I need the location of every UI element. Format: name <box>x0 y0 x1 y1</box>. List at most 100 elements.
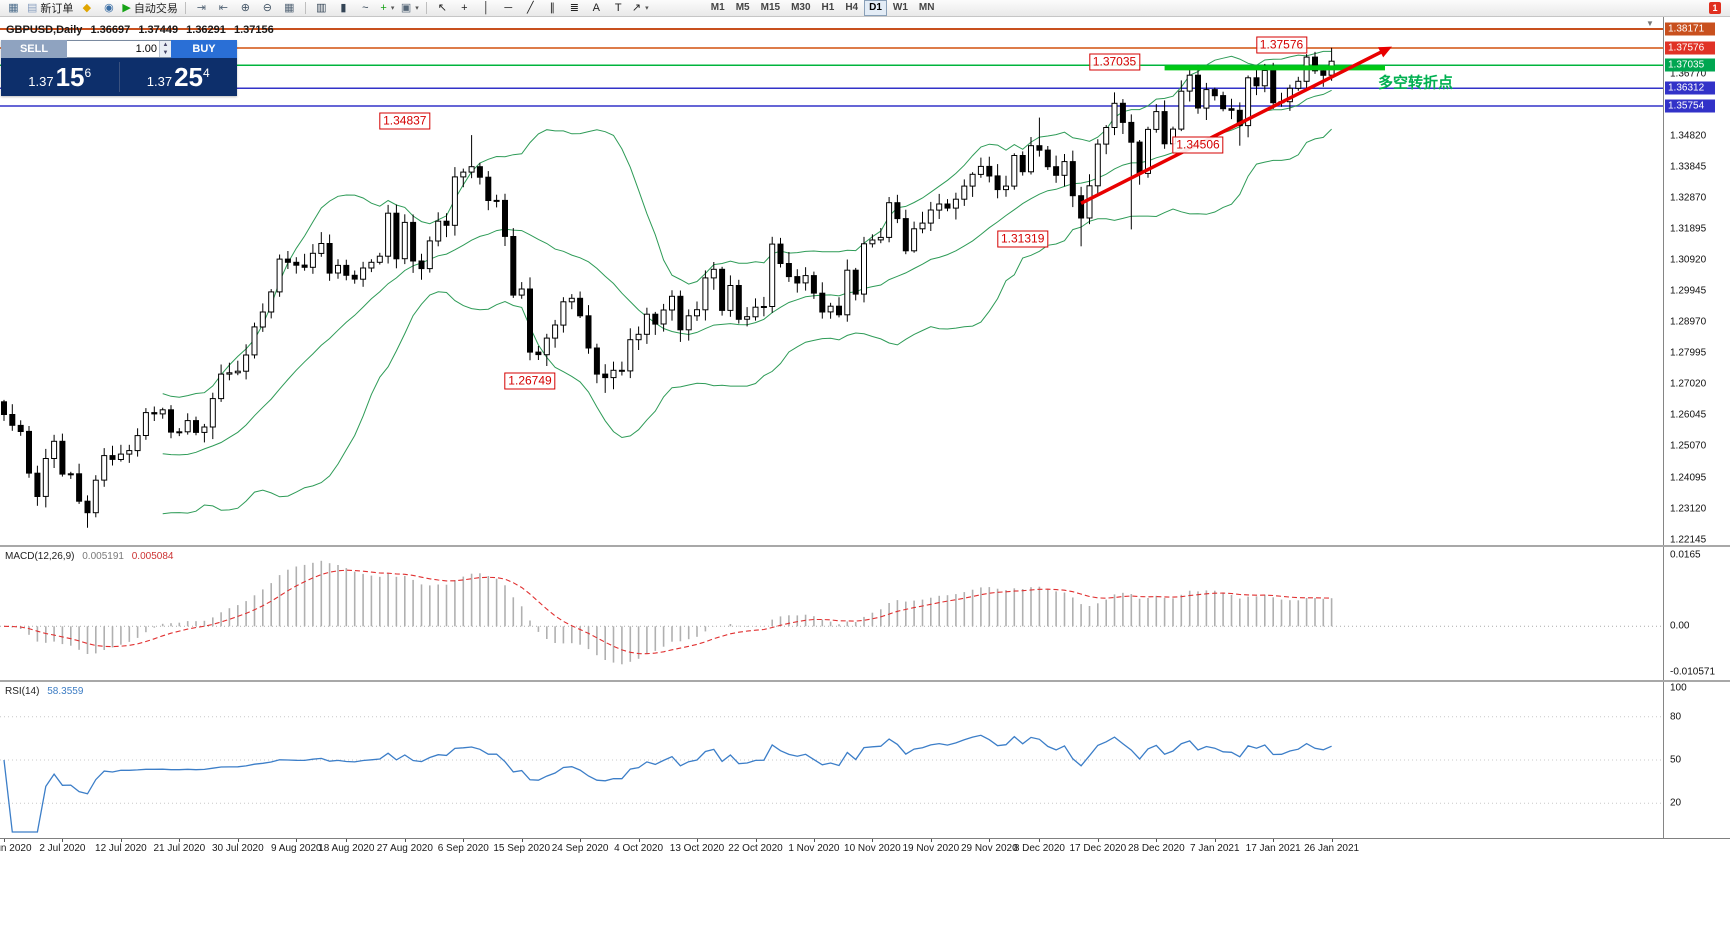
chevron-down-icon[interactable]: ▾ <box>645 5 649 12</box>
timeframe-mn[interactable]: MN <box>918 2 935 13</box>
favorites-icon[interactable]: ◆ <box>76 1 97 16</box>
time-axis-label: 9 Aug 2020 <box>270 843 322 854</box>
crosshair-button[interactable]: + <box>454 1 475 16</box>
time-axis-tick <box>1331 839 1333 842</box>
line-chart-button[interactable]: ~ <box>355 1 376 16</box>
time-axis-tick <box>1273 839 1275 842</box>
toolbar-separator <box>304 2 306 14</box>
price-callout[interactable]: 1.34506 <box>1172 136 1224 154</box>
candlestick-chart-button[interactable]: ▮ <box>333 1 354 16</box>
volume-down-button[interactable]: ▼ <box>160 49 171 57</box>
macd-panel[interactable]: MACD(12,26,9) 0.005191 0.005084 0.0165 0.… <box>0 547 1730 680</box>
sell-price-button[interactable]: 1.37 15 6 <box>1 62 119 92</box>
panel-separator[interactable] <box>0 680 1730 682</box>
chart-shift-icon-glyph: ⇤ <box>218 1 228 14</box>
rsi-panel[interactable]: RSI(14) 58.3559 100 80 50 20 <box>0 682 1730 838</box>
new-chart-button[interactable]: + ▾ <box>377 1 398 16</box>
main-chart-panel[interactable]: GBPUSD,Daily 1.36697 1.37449 1.36291 1.3… <box>0 17 1730 545</box>
auto-trading-button[interactable]: ▶ 自动交易 <box>120 1 179 16</box>
price-scale-label: 1.22145 <box>1670 534 1707 546</box>
time-axis-label: 21 Jul 2020 <box>153 843 206 854</box>
profiles-glyph: ▣ <box>400 1 412 14</box>
fibonacci-button[interactable]: ≣ <box>564 1 585 16</box>
profiles-button[interactable]: ▣ ▾ <box>399 1 421 16</box>
time-axis-label: 13 Oct 2020 <box>669 843 725 854</box>
bid-point: 6 <box>84 66 92 80</box>
new-order-button[interactable]: ▤ 新订单 <box>25 1 75 16</box>
time-axis-label: 26 Jan 2021 <box>1304 843 1360 854</box>
price-scale[interactable]: 1.36770 1.34820 1.33845 1.32870 1.31895 1.309… <box>1663 17 1730 545</box>
time-axis-label: 6 Sep 2020 <box>437 843 489 854</box>
chevron-down-icon[interactable]: ▾ <box>415 5 419 12</box>
price-scale-label: 1.33845 <box>1670 161 1707 173</box>
sell-button[interactable]: SELL <box>1 40 67 58</box>
price-callout[interactable]: 1.31319 <box>996 230 1049 248</box>
macd-scale[interactable]: 0.0165 0.00 -0.010571 <box>1663 547 1730 680</box>
price-level-badge: 1.35754 <box>1665 99 1715 113</box>
price-level-badge: 1.36312 <box>1665 81 1715 95</box>
price-callout[interactable]: 1.37035 <box>1088 53 1141 70</box>
arrows-button[interactable]: ↗ ▾ <box>630 1 651 16</box>
buy-button[interactable]: BUY <box>171 40 237 58</box>
chevron-down-icon[interactable]: ▾ <box>390 5 395 12</box>
price-scale-label: 1.25070 <box>1670 440 1707 452</box>
time-axis-tick <box>1097 839 1099 842</box>
candlestick-chart-glyph: ▮ <box>340 1 347 14</box>
price-chart-canvas[interactable] <box>0 17 1663 545</box>
rsi-scale[interactable]: 100 80 50 20 <box>1663 682 1730 838</box>
time-axis-label: 27 Aug 2020 <box>376 843 433 854</box>
price-callout[interactable]: 1.26749 <box>504 372 556 390</box>
volume-input[interactable] <box>67 41 159 57</box>
timeframe-m15[interactable]: M15 <box>760 2 781 13</box>
timeframe-m1[interactable]: M1 <box>710 2 725 13</box>
trend-note-text[interactable]: 多空转折点 <box>1378 74 1454 92</box>
fibonacci-glyph: ≣ <box>569 1 579 14</box>
time-axis-tick <box>638 839 640 842</box>
bar-chart-button[interactable]: ▥ <box>311 1 332 16</box>
price-callout[interactable]: 1.37576 <box>1255 36 1308 54</box>
time-axis[interactable]: 21 Jun 2020 2 Jul 2020 12 Jul 2020 21 Jul 2… <box>0 838 1730 858</box>
bid-big-figure: 1.37 <box>28 74 54 89</box>
channel-button[interactable]: ∥ <box>542 1 563 16</box>
auto-trading-button-label: 自动交易 <box>133 3 178 15</box>
main-toolbar: ▦ ▤ 新订单 ◆ ◉ ▶ 自动交易 ⇥ ⇤ ⊕ ⊖ ▦ ▥ ▮ ~ + ▾ ▣ ▾ ↖ + │ ─ ╱ ∥ ≣ A T ↗ ▾ M1 M5 M… <box>0 0 1730 17</box>
price-scale-label: 1.27995 <box>1670 347 1707 359</box>
zoom-out-button[interactable]: ⊖ <box>257 1 278 16</box>
text-button[interactable]: A <box>586 1 607 16</box>
time-axis-tick <box>120 839 122 842</box>
macd-canvas[interactable] <box>0 547 1663 680</box>
trendline-button[interactable]: ╱ <box>520 1 541 16</box>
zoom-out-glyph: ⊖ <box>262 1 272 14</box>
label-button[interactable]: T <box>608 1 629 16</box>
price-scale-label: 1.28970 <box>1670 316 1707 328</box>
time-axis-tick <box>296 839 298 842</box>
chart-shift-icon[interactable]: ⇤ <box>213 1 234 16</box>
zoom-in-button[interactable]: ⊕ <box>235 1 256 16</box>
panel-separator[interactable] <box>0 545 1730 547</box>
buy-price-button[interactable]: 1.37 25 4 <box>120 62 238 92</box>
market-watch-icon[interactable]: ◉ <box>98 1 119 16</box>
tile-windows-icon[interactable]: ▦ <box>279 1 300 16</box>
timeframe-h4[interactable]: H4 <box>845 2 859 13</box>
timeframe-d1[interactable]: D1 <box>864 0 887 16</box>
auto-scroll-icon[interactable]: ⇥ <box>191 1 212 16</box>
time-axis-label: 2 Jul 2020 <box>39 843 86 854</box>
horizontal-line-button[interactable]: ─ <box>498 1 519 16</box>
cursor-button[interactable]: ↖ <box>432 1 453 16</box>
vertical-line-button[interactable]: │ <box>476 1 497 16</box>
chart-shift-marker[interactable]: ▼ <box>1646 19 1654 28</box>
timeframe-h1[interactable]: H1 <box>821 2 835 13</box>
rsi-canvas[interactable] <box>0 682 1663 838</box>
time-axis-label: 21 Jun 2020 <box>0 843 32 854</box>
time-axis-tick <box>404 839 406 842</box>
price-scale-label: 1.29945 <box>1670 285 1707 297</box>
notification-icon[interactable]: 1 <box>1709 2 1721 14</box>
volume-steppers: ▲ ▼ <box>159 41 171 57</box>
volume-up-button[interactable]: ▲ <box>160 41 171 49</box>
timeframe-m5[interactable]: M5 <box>735 2 750 13</box>
timeframe-m30[interactable]: M30 <box>791 2 811 13</box>
timeframe-w1[interactable]: W1 <box>892 2 908 13</box>
price-callout[interactable]: 1.34837 <box>379 112 431 129</box>
chart-window-icon[interactable]: ▦ <box>3 1 24 16</box>
